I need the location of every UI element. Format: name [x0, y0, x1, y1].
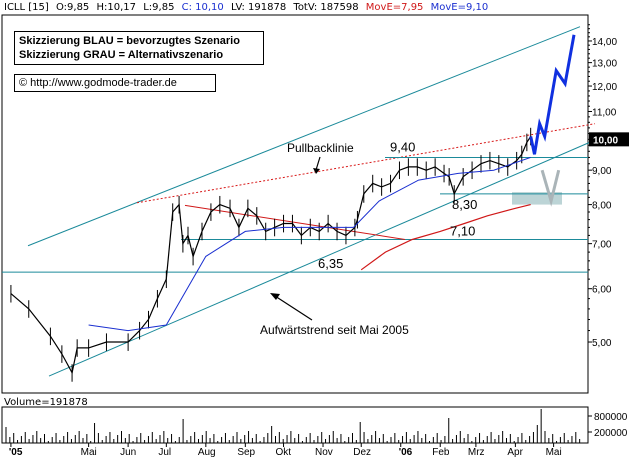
level-label-0: 9,40	[390, 139, 415, 154]
ma-slow-label: MovE=7,95	[365, 2, 424, 13]
ticker-label: ICLL [15]	[4, 2, 49, 13]
moving-average-slow	[360, 204, 531, 271]
open-value: O:9,85	[55, 2, 90, 13]
x-tick-label: Mai	[81, 447, 97, 458]
y-tick-label: 5,00	[592, 338, 612, 349]
x-tick-label: Apr	[507, 447, 523, 458]
y-tick-label: 6,00	[592, 285, 612, 296]
last-volume-value: LV: 191878	[230, 2, 287, 13]
downtrend-line	[184, 204, 406, 240]
x-tick-label: Aug	[198, 447, 216, 458]
x-tick-label: Sep	[237, 447, 255, 458]
x-tick-label: Mrz	[468, 447, 485, 458]
level-label-1: 8,30	[452, 197, 477, 212]
trend-label: Aufwärtstrend seit Mai 2005	[260, 323, 409, 337]
volume-plot-frame	[1, 406, 589, 444]
y-tick-label: 13,00	[592, 59, 617, 70]
volume-label: Volume=191878	[4, 397, 88, 408]
scenario-grey-path	[540, 169, 561, 207]
scenario-legend: Skizzierung BLAU = bevorzugtes Szenario …	[14, 31, 264, 65]
x-tick-label: Feb	[432, 447, 450, 458]
ma-fast-label: MovE=9,10	[430, 2, 489, 13]
level-label-2: 7,10	[450, 223, 475, 238]
high-value: H:10,17	[96, 2, 137, 13]
trend-arrowhead	[270, 293, 280, 300]
upper-channel-line	[27, 26, 581, 247]
x-tick-label: Okt	[276, 447, 292, 458]
x-tick-label: Jul	[158, 447, 171, 458]
scenario-blue-path	[529, 34, 576, 155]
y-tick-label: 8,00	[592, 201, 612, 212]
chart-annotation-layer: 9,40 8,30 7,10 6,35 Pullbacklinie Aufwärtstre…	[260, 139, 477, 337]
close-value: C: 10,10	[181, 2, 224, 13]
volume-tick-label: 200000	[594, 428, 628, 439]
chart-axis-layer: 5,00 6,00 7,00 8,00 9,00 10,00 11,00 12,00 13,00…	[9, 24, 629, 458]
low-value: L:9,85	[143, 2, 175, 13]
x-tick-label: Dez	[353, 447, 371, 458]
source-box: © http://www.godmode-trader.de	[14, 74, 216, 92]
y-tick-label: 12,00	[592, 82, 617, 93]
source-url: http://www.godmode-trader.de	[30, 77, 177, 89]
y-tick-label: 7,00	[592, 240, 612, 251]
pullback-arrow	[315, 156, 321, 171]
last-price-tag	[589, 132, 629, 147]
x-tick-label: Jun	[120, 447, 136, 458]
y-tick-label: 11,00	[592, 107, 617, 118]
pullback-arrowhead	[313, 168, 320, 174]
y-tick-label: 14,00	[592, 37, 617, 48]
x-tick-label: '05	[9, 447, 23, 458]
y-tick-label: 9,00	[592, 166, 612, 177]
x-tick-label: Nov	[315, 447, 333, 458]
moving-average-fast	[88, 156, 531, 332]
legend-line-grey: Skizzierung GRAU = Alternativszenario	[19, 49, 224, 61]
level-label-3: 6,35	[318, 256, 343, 271]
pullback-label: Pullbacklinie	[287, 141, 354, 155]
uptrend-line	[48, 137, 601, 377]
trend-arrow	[274, 295, 313, 321]
price-plot-frame	[1, 14, 589, 394]
volume-tick-label: 800000	[594, 412, 628, 423]
last-price-tag-label: 10,00	[593, 135, 618, 146]
copyright-icon: ©	[19, 77, 28, 89]
chart-scenario-layer	[529, 34, 576, 207]
legend-line-blue: Skizzierung BLAU = bevorzugtes Szenario	[19, 35, 240, 47]
volume-panel: 800000 200000	[5, 409, 628, 443]
pullback-line	[136, 123, 596, 204]
total-volume-value: TotV: 187598	[293, 2, 359, 13]
x-tick-label: Mai	[546, 447, 562, 458]
chart-series-layer	[10, 127, 532, 382]
quote-header: ICLL [15] O:9,85 H:10,17 L:9,85 C: 10,10…	[4, 1, 492, 15]
price-line	[10, 136, 532, 375]
x-tick-label: '06	[399, 447, 413, 458]
